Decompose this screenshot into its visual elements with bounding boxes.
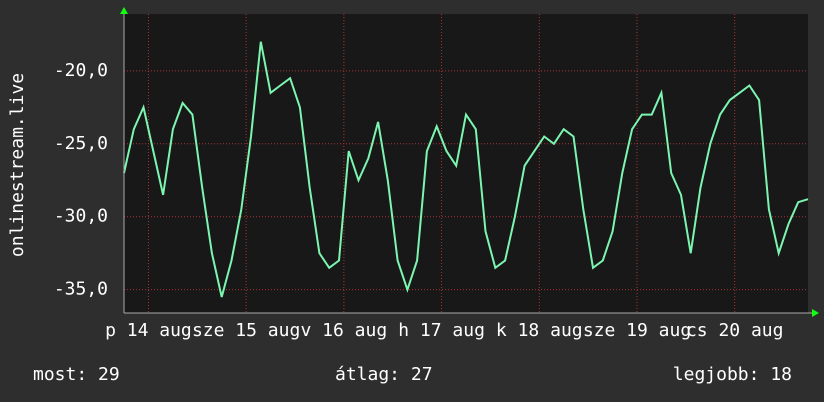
footer-max: legjobb: 18 [673, 364, 792, 385]
x-tick-label: v 16 aug [301, 320, 388, 341]
x-tick-label: h 17 aug [398, 320, 485, 341]
y-axis-label: onlinestream.live [7, 73, 28, 257]
marks [123, 41, 809, 298]
footer-now: most: 29 [33, 364, 120, 385]
x-tick-label: sze 15 aug [192, 320, 300, 341]
x-tick-label: cs 20 aug [686, 320, 784, 341]
y-tick-label: -30,0 [54, 206, 108, 227]
grid [124, 14, 808, 313]
footer-avg: átlag: 27 [335, 364, 433, 385]
x-tick-label: p 14 aug [105, 320, 192, 341]
x-tick-label: k 18 aug [496, 320, 583, 341]
plot-area [124, 14, 808, 313]
x-tick-label: sze 19 aug [583, 320, 691, 341]
y-arrow [120, 7, 128, 14]
y-tick-label: -25,0 [54, 133, 108, 154]
y-tick-label: -35,0 [54, 279, 108, 300]
x-arrow [812, 309, 819, 317]
series-line [123, 41, 809, 298]
y-tick-label: -20,0 [54, 60, 108, 81]
